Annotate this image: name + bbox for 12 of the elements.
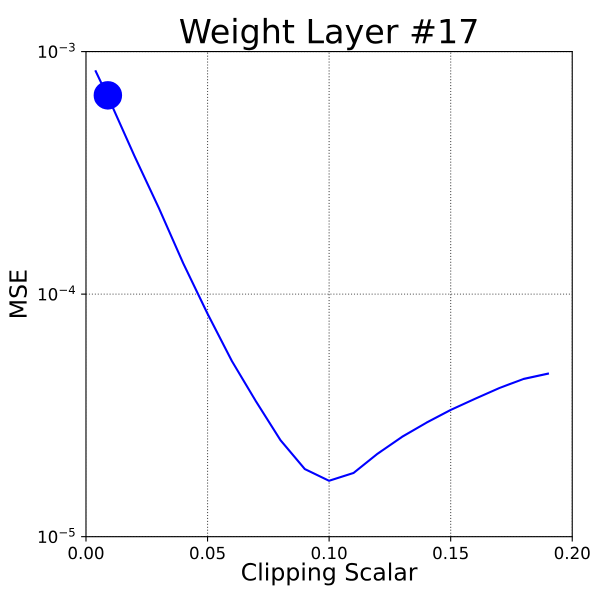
x-axis-title: Clipping Scalar <box>242 562 418 586</box>
line-series <box>94 70 549 482</box>
y-tick-label: 10$^{−3}$ <box>38 42 75 58</box>
y-tick-label: 10$^{−5}$ <box>38 528 75 544</box>
x-tick-label: 0.05 <box>190 546 225 560</box>
x-tick-label: 0.15 <box>433 546 468 560</box>
y-axis-title: MSE <box>9 270 27 317</box>
chart-title: Weight Layer #17 <box>180 18 477 50</box>
x-tick-label: 0.10 <box>312 546 347 560</box>
y-tick-label: 10$^{−4}$ <box>38 285 76 301</box>
x-tick-label: 0.00 <box>68 546 104 560</box>
x-tick-label: 0.20 <box>554 546 590 560</box>
